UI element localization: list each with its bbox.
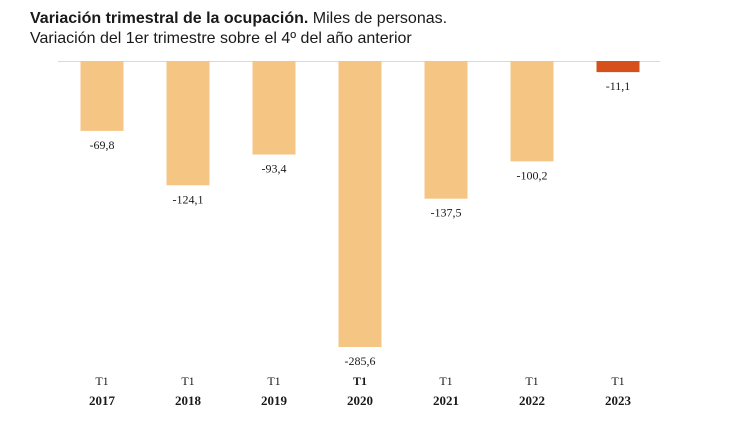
bar-2020 — [338, 61, 382, 347]
bar-2022 — [510, 61, 554, 162]
tick-label-year-2021: 2021 — [433, 393, 459, 408]
bar-2021 — [424, 61, 468, 199]
value-label-2023: -11,1 — [606, 79, 631, 93]
tick-label-quarter-2019: T1 — [267, 374, 280, 388]
bar-2019 — [252, 61, 296, 155]
tick-label-quarter-2020: T1 — [353, 374, 367, 388]
tick-label-quarter-2018: T1 — [181, 374, 194, 388]
chart-subtitle: Variación del 1er trimestre sobre el 4º … — [30, 30, 412, 47]
tick-label-quarter-2021: T1 — [439, 374, 452, 388]
value-label-2022: -100,2 — [517, 168, 548, 182]
bar-2017 — [80, 61, 124, 131]
bar-2018 — [166, 61, 210, 186]
tick-label-year-2020: 2020 — [347, 393, 373, 408]
chart-title: Variación trimestral de la ocupación. Mi… — [30, 9, 447, 29]
chart-title-rest: Miles de personas. — [308, 10, 448, 27]
tick-label-year-2017: 2017 — [89, 393, 116, 408]
tick-label-year-2023: 2023 — [605, 393, 632, 408]
tick-label-quarter-2023: T1 — [611, 374, 624, 388]
value-label-2021: -137,5 — [431, 206, 462, 220]
value-label-2020: -285,6 — [345, 354, 376, 368]
bar-2023 — [596, 61, 640, 73]
tick-label-year-2022: 2022 — [519, 393, 545, 408]
chart-title-block: Variación trimestral de la ocupación. Mi… — [30, 9, 447, 49]
tick-label-year-2018: 2018 — [175, 393, 202, 408]
chart-title-bold: Variación trimestral de la ocupación. — [30, 10, 309, 27]
value-label-2017: -69,8 — [90, 138, 115, 152]
value-label-2019: -93,4 — [262, 162, 287, 176]
value-label-2018: -124,1 — [173, 192, 204, 206]
tick-label-quarter-2022: T1 — [525, 374, 538, 388]
tick-label-quarter-2017: T1 — [95, 374, 108, 388]
tick-label-year-2019: 2019 — [261, 393, 288, 408]
